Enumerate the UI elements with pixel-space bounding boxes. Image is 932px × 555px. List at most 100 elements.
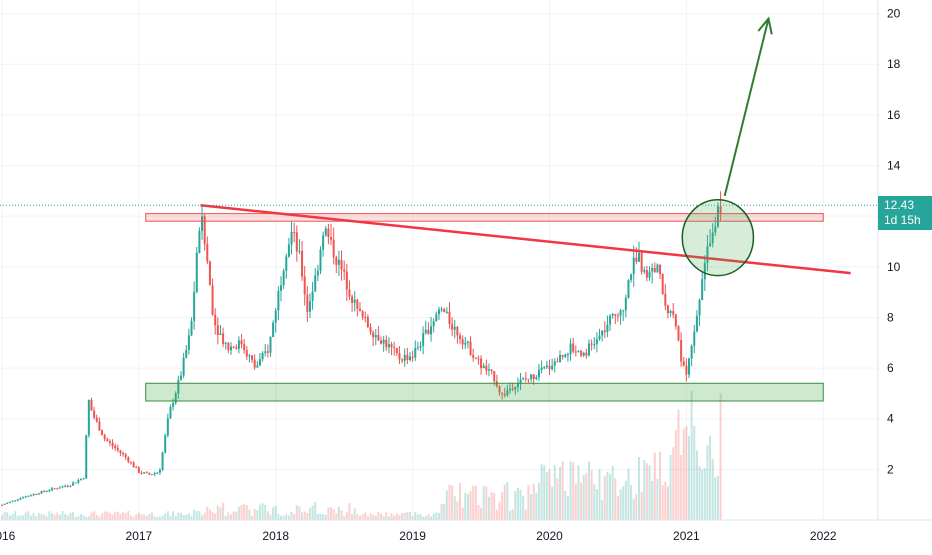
candle-body: [58, 487, 61, 489]
candle-body: [701, 279, 704, 300]
candle-body: [127, 457, 130, 462]
candle-body: [324, 228, 327, 236]
candle-body: [398, 353, 401, 360]
candle-body: [564, 354, 567, 357]
volume-bar: [274, 505, 277, 520]
candle-body: [580, 350, 583, 356]
volume-bar: [653, 452, 656, 520]
volume-bar: [674, 429, 677, 520]
candle-body: [451, 324, 454, 330]
volume-bar: [614, 478, 617, 520]
candle-body: [482, 365, 485, 369]
candle-body: [143, 472, 146, 474]
volume-bar: [622, 486, 625, 520]
candle-body: [456, 326, 459, 336]
volume-bar: [535, 492, 538, 520]
candle-body: [369, 327, 372, 333]
volume-bar: [632, 498, 635, 520]
x-tick-label: 2017: [126, 529, 153, 543]
candle-body: [240, 340, 243, 345]
volume-bar: [164, 513, 167, 520]
candle-body: [56, 488, 59, 490]
volume-bar: [61, 511, 64, 520]
volume-bar: [461, 507, 464, 520]
candle-body: [443, 309, 446, 313]
candle-body: [437, 309, 440, 315]
candle-body: [661, 274, 664, 295]
y-tick-label: 4: [887, 412, 894, 426]
volume-bar: [430, 516, 433, 520]
candle-body: [674, 314, 677, 327]
candle-body: [585, 352, 588, 356]
volume-bar: [261, 503, 264, 520]
candle-body: [116, 448, 119, 451]
volume-bar: [527, 484, 530, 520]
volume-bar: [572, 462, 575, 520]
volume-bar: [661, 485, 664, 520]
volume-bar: [206, 506, 209, 520]
volume-bar: [564, 490, 567, 520]
volume-bar: [537, 483, 540, 520]
candle-body: [495, 381, 498, 387]
candle-body: [553, 361, 556, 366]
volume-bar: [93, 511, 96, 520]
candle-body: [337, 259, 340, 265]
volume-bar: [382, 515, 385, 520]
volume-bar: [451, 485, 454, 520]
candle-body: [630, 274, 633, 281]
volume-bar: [719, 393, 722, 520]
volume-bar: [498, 501, 501, 520]
volume-bar: [72, 512, 75, 520]
candle-body: [277, 290, 280, 311]
candle-body: [251, 355, 254, 360]
candle-body: [85, 435, 88, 479]
candle-body: [716, 206, 719, 227]
volume-bar: [16, 515, 19, 520]
price-axis[interactable]: 2468101214161820: [887, 7, 901, 477]
volume-bar: [511, 508, 514, 520]
candle-body: [511, 388, 514, 390]
candle-body: [330, 237, 333, 240]
volume-bar: [303, 511, 306, 520]
volume-bar: [1, 515, 3, 520]
volume-bar: [314, 502, 317, 520]
volume-bar: [335, 513, 338, 520]
candle-body: [29, 495, 32, 497]
candle-body: [206, 243, 209, 262]
candle-body: [135, 467, 138, 469]
candle-body: [587, 343, 590, 356]
last-price-value: 12.43: [884, 198, 915, 213]
candle-body: [645, 269, 648, 278]
volume-bar: [448, 484, 451, 520]
candle-body: [380, 340, 383, 344]
candle-body: [208, 261, 211, 286]
volume-bar: [619, 489, 622, 520]
volume-bar: [129, 515, 132, 520]
candle-body: [593, 344, 596, 346]
volume-bar: [703, 468, 706, 520]
x-tick-label: 2021: [673, 529, 700, 543]
volume-bar: [361, 514, 364, 520]
volume-bar: [293, 514, 296, 520]
candle-body: [466, 341, 469, 343]
candle-body: [269, 337, 272, 353]
candle-body: [148, 472, 151, 475]
candle-body: [453, 326, 456, 330]
volume-bar: [151, 512, 154, 520]
volume-bar: [532, 483, 535, 520]
y-tick-label: 6: [887, 361, 894, 375]
projection-arrowhead: [757, 16, 773, 35]
candle-body: [627, 280, 630, 298]
candle-body: [464, 342, 467, 345]
volume-bar: [43, 514, 46, 520]
bar-countdown: 1d 15h: [884, 213, 921, 228]
volume-bar: [519, 489, 522, 520]
volume-bar: [640, 491, 643, 520]
candle-body: [527, 378, 530, 380]
candle-body: [201, 216, 204, 231]
candle-body: [169, 406, 172, 419]
